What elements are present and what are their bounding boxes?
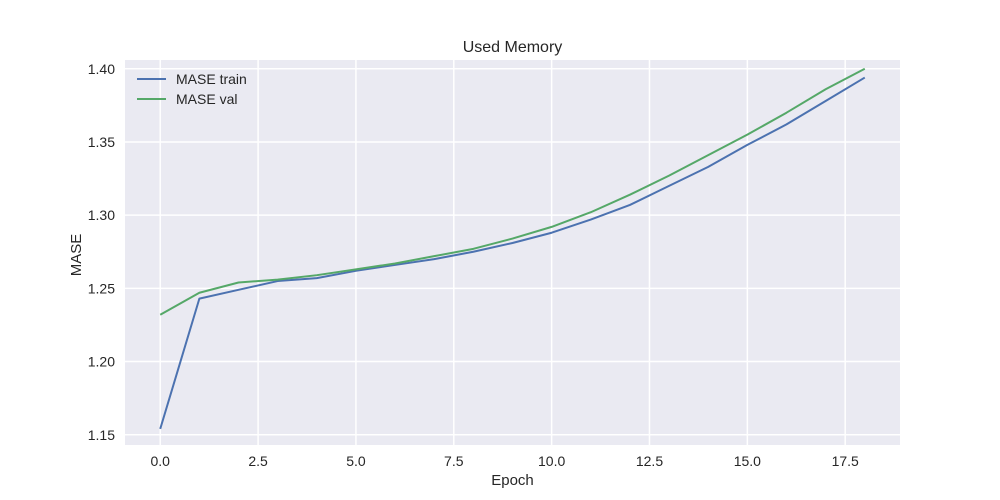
x-tick-label: 0.0 <box>150 453 170 469</box>
legend-label: MASE train <box>176 71 247 87</box>
x-tick-label: 15.0 <box>734 453 761 469</box>
legend: MASE train MASE val <box>137 71 247 107</box>
legend-label: MASE val <box>176 91 237 107</box>
grid <box>125 60 900 445</box>
series-lines <box>159 67 866 430</box>
chart-title: Used Memory <box>463 39 563 56</box>
y-tick-label: 1.20 <box>88 354 115 370</box>
x-tick-label: 5.0 <box>346 453 366 469</box>
y-tick-label: 1.40 <box>88 61 115 77</box>
y-axis-label: MASE <box>68 234 85 277</box>
series-line-val <box>159 67 866 316</box>
x-tick-label: 10.0 <box>538 453 565 469</box>
x-axis-label: Epoch <box>491 472 534 489</box>
y-axis-ticks: 1.15 1.20 1.25 1.30 1.35 1.40 <box>88 61 115 443</box>
series-line-train <box>159 76 866 430</box>
y-tick-label: 1.15 <box>88 427 115 443</box>
x-tick-label: 2.5 <box>248 453 268 469</box>
plot-area <box>125 60 900 445</box>
x-tick-label: 7.5 <box>444 453 464 469</box>
y-tick-label: 1.25 <box>88 280 115 296</box>
x-axis-ticks: 0.0 2.5 5.0 7.5 10.0 12.5 15.0 17.5 <box>150 453 859 469</box>
y-tick-label: 1.35 <box>88 134 115 150</box>
x-tick-label: 17.5 <box>832 453 859 469</box>
x-tick-label: 12.5 <box>636 453 663 469</box>
y-tick-label: 1.30 <box>88 207 115 223</box>
